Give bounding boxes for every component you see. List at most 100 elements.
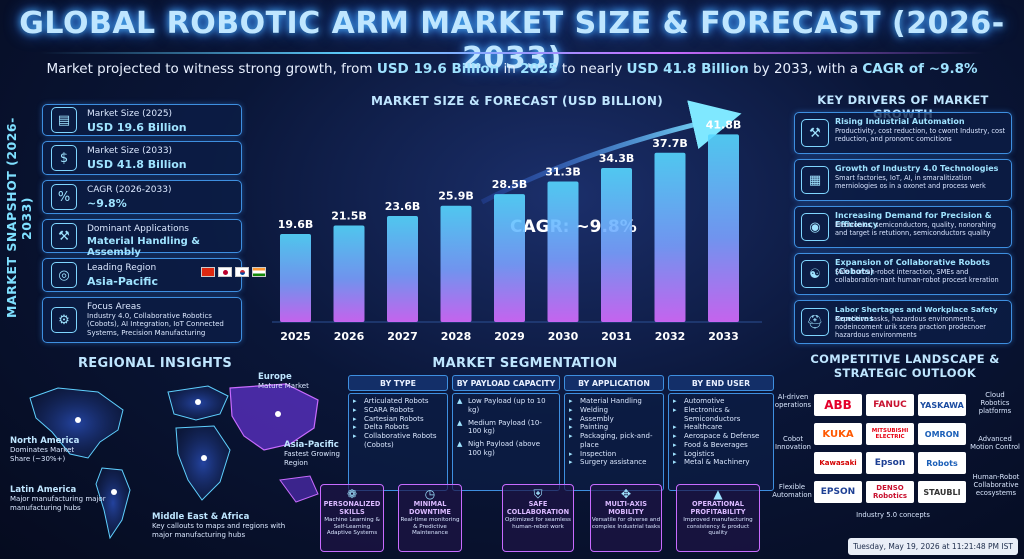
robot-arm-icon: ▸ bbox=[353, 397, 357, 405]
data-label: 37.7B bbox=[652, 137, 688, 150]
metal-icon: ▸ bbox=[673, 458, 677, 467]
list-item: ▸ Logistics bbox=[673, 449, 715, 458]
list-item: ▸ Metal & Machinery bbox=[673, 458, 750, 467]
x-tick-label: 2028 bbox=[441, 330, 472, 343]
feature-card: ◷ MINIMAL DOWNTIME Real-time monitoring … bbox=[398, 484, 462, 552]
abb-logo: ABB bbox=[814, 394, 862, 416]
middle-east-africa-shape bbox=[175, 425, 231, 501]
epson-logo: Epson bbox=[866, 452, 914, 474]
snapshot-card-label: CAGR (2026-2033) bbox=[87, 185, 172, 195]
bar-2031 bbox=[601, 168, 632, 322]
feature-description: Machine Learning & Self-Learning Adaptiv… bbox=[324, 517, 380, 536]
snapshot-card-value: Material Handling & Assembly bbox=[87, 236, 201, 258]
x-tick-label: 2029 bbox=[494, 330, 525, 343]
list-item: ▸ Healthcare bbox=[673, 423, 723, 432]
subtitle-cagr: CAGR of ~9.8% bbox=[862, 61, 978, 77]
driver-heading: Expansion of Collaborative Robots (Cobot… bbox=[835, 258, 990, 276]
data-label: 23.6B bbox=[385, 200, 421, 213]
driver-heading: Rising Industrial Automation bbox=[835, 117, 965, 126]
robot-arm-icon: ▸ bbox=[353, 432, 357, 440]
segment-heading: BY PAYLOAD CAPACITY bbox=[452, 375, 560, 391]
list-item: ▸ Packaging, pick-and-place bbox=[569, 432, 653, 449]
outlook-label: AI-driven operations bbox=[774, 393, 812, 409]
weight-icon: ▲ bbox=[457, 418, 463, 427]
medical-icon: ▸ bbox=[673, 423, 677, 432]
weight-icon: ▲ bbox=[457, 397, 463, 405]
bar-2026 bbox=[333, 225, 365, 322]
list-item: ▸ Cartesian Robots bbox=[353, 414, 424, 423]
segment-heading: BY APPLICATION bbox=[564, 375, 664, 391]
segment-heading: BY TYPE bbox=[348, 375, 448, 391]
subtitle-text: to nearly bbox=[557, 61, 627, 77]
snapshot-card: ▤ Market Size (2025) USD 19.6 Billion bbox=[42, 104, 242, 136]
korea-flag-icon bbox=[235, 267, 249, 277]
segment-list: ▲ Low Payload (up to 10 kg) ▲ Medium Paylo… bbox=[452, 393, 560, 491]
snapshot-card-value: USD 41.8 Billion bbox=[87, 158, 187, 171]
snapshot-card: ◎ Leading Region Asia-Pacific bbox=[42, 258, 266, 292]
driver-heading: Labor Shertages and Workplace Safety Con… bbox=[835, 305, 998, 323]
driver-heading: Increasing Demand for Precision & Effici… bbox=[835, 211, 992, 229]
region-note: Major manufacturing major manufacturing … bbox=[10, 495, 106, 512]
yaskawa-logo: YASKAWA bbox=[918, 394, 966, 416]
snapshot-card: $ Market Size (2033) USD 41.8 Billion bbox=[42, 141, 242, 175]
robot-arm-icon: ⚒ bbox=[51, 223, 77, 249]
percent-icon: % bbox=[51, 184, 77, 210]
gear-icon: ▸ bbox=[569, 414, 573, 423]
car-icon: ▸ bbox=[673, 397, 677, 405]
x-tick-label: 2025 bbox=[280, 330, 311, 343]
mitsubishi-logo: MITSUBISHI ELECTRIC bbox=[866, 423, 914, 445]
list-item: ▸ Painting bbox=[569, 423, 609, 432]
region-note: Dominates Market Share (~30%+) bbox=[10, 446, 75, 463]
spark-icon: ▸ bbox=[569, 405, 573, 414]
list-item: ▸ SCARA Robots bbox=[353, 405, 414, 414]
data-label: 41.8B bbox=[706, 118, 742, 131]
feature-title: OPERATIONAL PROFITABILITY bbox=[690, 500, 746, 516]
medical-icon: ▸ bbox=[569, 458, 573, 467]
robot-arm-icon: ▸ bbox=[353, 405, 357, 414]
driver-card: ⛑ Labor Shertages and Workplace Safety C… bbox=[794, 300, 1012, 344]
epson-logo: EPSON bbox=[814, 481, 862, 503]
subtitle-text: by 2033, with a bbox=[748, 61, 863, 77]
region-name: Asia-Pacific bbox=[284, 440, 339, 450]
list-item: ▲ Nigh Payload (above 100 kg) bbox=[457, 440, 541, 457]
feature-card: ✥ MULTI-AXIS MOBILITY Versatile for dive… bbox=[590, 484, 662, 552]
clock-icon: ◷ bbox=[424, 487, 436, 501]
x-tick-label: 2031 bbox=[601, 330, 632, 343]
snapshot-card-value: Asia-Pacific bbox=[87, 275, 158, 288]
segment-column: BY TYPE ▸ Articulated Robots ▸ SCARA Robot… bbox=[348, 375, 448, 491]
robot-arm-icon: ▸ bbox=[353, 414, 357, 423]
list-item: ▸ Material Handling bbox=[569, 397, 642, 405]
bar-2028 bbox=[440, 205, 472, 322]
segment-column: BY APPLICATION ▸ Material Handling ▸ Weldi… bbox=[564, 375, 664, 491]
driver-description: Smart factories, IoT, AI, in smaralitiza… bbox=[835, 174, 986, 190]
kuka-logo: KUKA bbox=[814, 423, 862, 445]
feature-card: ⛨ SAFE COLLABORATION Optimized for seaml… bbox=[502, 484, 574, 552]
list-item: ▸ Automotive bbox=[673, 397, 725, 405]
feature-description: Optimized for seamless human-rebot work bbox=[505, 517, 571, 530]
robot-arm-icon: ▸ bbox=[353, 423, 357, 432]
bar-2027 bbox=[387, 216, 418, 322]
list-item: ▸ Collaborative Robots (Cobots) bbox=[353, 432, 437, 449]
subtitle-value-2033: USD 41.8 Billion bbox=[626, 61, 749, 77]
outlook-label: Cobot Innovation bbox=[775, 435, 811, 451]
x-tick-label: 2026 bbox=[334, 330, 365, 343]
region-note: Key callouts to maps and regions with ma… bbox=[152, 522, 286, 539]
data-label: 25.9B bbox=[438, 190, 474, 203]
north-america-shape bbox=[29, 387, 124, 459]
snapshot-card-label: Focus Areas bbox=[87, 302, 141, 312]
list-item: ▸ Electronics & Semiconductors bbox=[673, 405, 741, 423]
snapshot-card-label: Leading Region bbox=[87, 263, 157, 273]
data-label: 19.6B bbox=[278, 218, 314, 231]
segment-column: BY END USER ▸ Automotive ▸ Electronics & S… bbox=[668, 375, 774, 491]
snapshot-card: ⚒ Dominant Applications Material Handlin… bbox=[42, 219, 242, 258]
snapshot-card: % CAGR (2026-2033) ~9.8% bbox=[42, 180, 242, 214]
driver-card: ☯ Expansion of Collaborative Robots (Cob… bbox=[794, 253, 1012, 295]
subtitle-text: Market projected to witness strong growt… bbox=[46, 61, 377, 77]
page-title: GLOBAL ROBOTIC ARM MARKET SIZE & FORECAS… bbox=[19, 6, 1005, 76]
bar-2030 bbox=[547, 181, 579, 322]
segment-heading: BY END USER bbox=[668, 375, 774, 391]
shield-icon: ⛨ bbox=[533, 487, 543, 501]
snapshot-card: ⚙ Focus Areas Industry 4.0, Collaborativ… bbox=[42, 297, 242, 343]
helmet-icon: ⛑ bbox=[801, 308, 829, 336]
kawasaki-logo: Kawasaki bbox=[814, 452, 862, 474]
